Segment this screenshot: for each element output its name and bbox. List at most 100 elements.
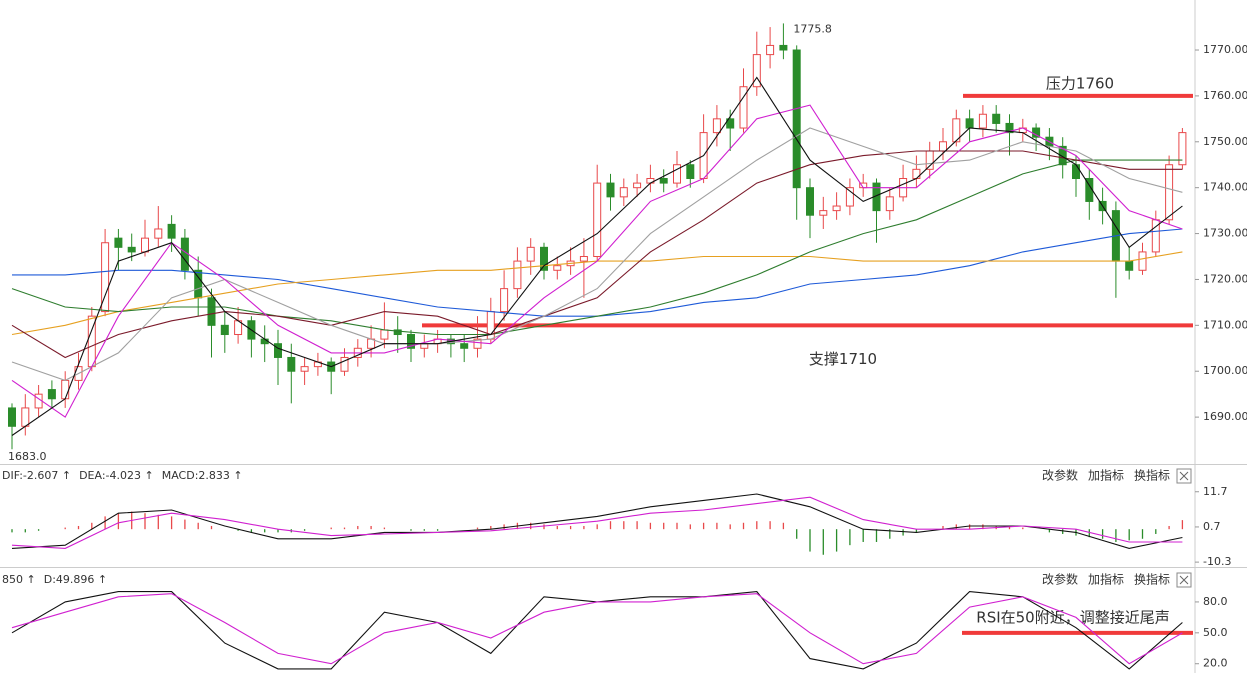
indicator-line: [11, 496, 1183, 549]
candle-body: [500, 288, 509, 313]
candle-body: [1072, 164, 1080, 180]
candle-body: [287, 356, 296, 372]
indicator-button[interactable]: 加指标: [1088, 572, 1124, 587]
y-tick-label: 1720.00: [1203, 272, 1247, 285]
candle-body: [460, 343, 469, 349]
candle-body: [1165, 164, 1174, 221]
candle-body: [978, 113, 987, 129]
candle-body: [526, 246, 535, 262]
candle-body: [407, 334, 415, 349]
reference-label: RSI在50附近，调整接近尾声: [976, 608, 1169, 626]
candle-body: [1138, 251, 1147, 271]
candle-body: [513, 260, 522, 290]
y-tick-label: -10.3: [1203, 555, 1231, 568]
candle-body: [712, 118, 721, 134]
y-tick-label: 0.7: [1203, 520, 1221, 533]
indicator-line: [11, 159, 1183, 336]
indicator-button[interactable]: 改参数: [1042, 468, 1078, 483]
indicator-button[interactable]: 改参数: [1042, 572, 1078, 587]
candle-body: [832, 205, 841, 212]
candle-body: [885, 196, 894, 212]
indicator-line: [11, 593, 1183, 665]
indicator-line: [11, 150, 1183, 359]
y-tick-label: 1770.00: [1203, 43, 1247, 56]
indicator-button[interactable]: 换指标: [1134, 468, 1170, 483]
candle-body: [619, 187, 628, 198]
candle-body: [806, 187, 814, 216]
candle-body: [1125, 260, 1134, 271]
min-label: 1683.0: [8, 450, 47, 463]
candle-body: [101, 242, 110, 313]
close-icon: [1179, 471, 1189, 481]
y-tick-label: 1730.00: [1203, 227, 1247, 240]
y-tick-label: 80.0: [1203, 595, 1228, 608]
candle-body: [167, 223, 176, 239]
candle-body: [606, 182, 615, 198]
candle-body: [154, 228, 163, 239]
indicator-label: D:49.896 ↑: [44, 573, 107, 586]
candle-body: [300, 366, 309, 372]
candle-body: [553, 265, 562, 271]
candle-body: [766, 44, 775, 56]
indicator-line: [11, 493, 1183, 549]
y-tick-label: 1740.00: [1203, 181, 1247, 194]
reference-label: 压力1760: [1046, 74, 1114, 92]
candle-body: [114, 237, 123, 248]
candle-body: [752, 54, 761, 88]
candle-body: [952, 118, 961, 143]
candle-body: [1005, 122, 1014, 134]
y-tick-label: 1750.00: [1203, 135, 1247, 148]
y-tick-label: 1760.00: [1203, 89, 1247, 102]
candle-body: [61, 379, 70, 400]
indicator-line: [11, 76, 1183, 436]
candle-body: [141, 237, 149, 253]
candle-body: [686, 164, 695, 180]
candle-body: [220, 324, 229, 336]
candle-body: [340, 356, 349, 372]
candle-body: [779, 44, 788, 51]
candle-body: [819, 210, 828, 216]
y-tick-label: 1710.00: [1203, 318, 1247, 331]
candle-body: [8, 407, 16, 427]
candle-body: [992, 113, 1001, 124]
reference-label: 支撑1710: [809, 350, 877, 368]
y-tick-label: 1700.00: [1203, 364, 1247, 377]
candle-body: [659, 178, 668, 184]
candle-body: [127, 246, 136, 253]
candle-body: [274, 343, 282, 358]
candle-body: [21, 407, 30, 427]
candle-body: [579, 256, 588, 262]
candle-body: [540, 246, 548, 271]
indicator-label: MACD:2.833 ↑: [162, 469, 243, 482]
candle-body: [393, 329, 402, 336]
candle-body: [845, 187, 854, 207]
indicator-line: [11, 127, 1183, 381]
max-label: 1775.8: [793, 22, 832, 35]
y-tick-label: 50.0: [1203, 626, 1228, 639]
candle-body: [633, 182, 642, 189]
candle-body: [473, 338, 482, 349]
candle-body: [1178, 132, 1187, 166]
candle-body: [739, 86, 748, 129]
candle-body: [673, 164, 681, 184]
candle-body: [912, 168, 921, 180]
y-tick-label: 1690.00: [1203, 410, 1247, 423]
candle-body: [420, 343, 429, 349]
indicator-button[interactable]: 加指标: [1088, 468, 1124, 483]
indicator-label: DIF:-2.607 ↑: [2, 469, 71, 482]
y-tick-label: 20.0: [1203, 657, 1228, 670]
candle-body: [47, 389, 56, 400]
indicator-button[interactable]: 换指标: [1134, 572, 1170, 587]
candle-body: [1058, 145, 1067, 166]
candle-body: [726, 118, 735, 129]
candle-body: [207, 297, 216, 326]
candle-body: [593, 182, 602, 258]
indicator-line: [11, 104, 1183, 418]
candle-body: [939, 141, 947, 152]
candle-body: [965, 118, 974, 129]
indicator-label: DEA:-4.023 ↑: [79, 469, 154, 482]
candle-body: [792, 49, 801, 189]
candle-body: [380, 329, 389, 340]
y-tick-label: 11.7: [1203, 485, 1228, 498]
